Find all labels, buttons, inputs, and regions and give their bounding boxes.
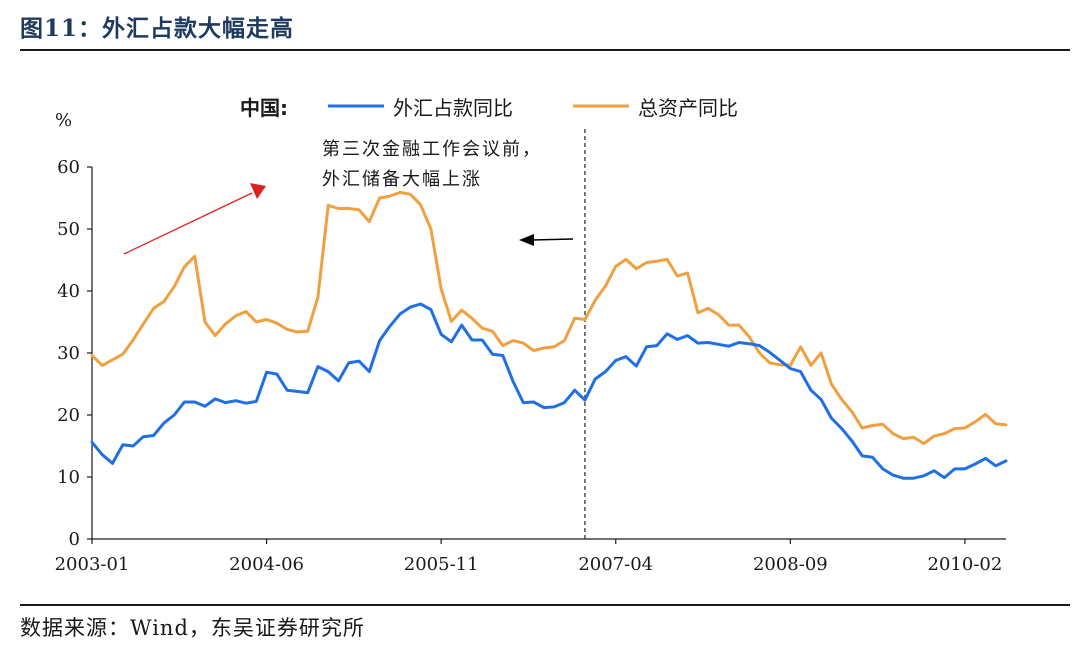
legend-label-series-2: 总资产同比: [638, 96, 738, 120]
x-tick-label: 2003-01: [55, 554, 130, 575]
title-rule: [20, 49, 1070, 51]
x-tick-label: 2004-06: [229, 554, 304, 575]
legend-label-series-1: 外汇占款同比: [393, 96, 513, 120]
annotation-line-1: 第三次金融工作会议前，: [322, 139, 542, 160]
red-arrow-head-icon: [250, 183, 266, 199]
annotation: 第三次金融工作会议前， 外汇储备大幅上涨: [123, 139, 574, 255]
y-tick-label: 50: [57, 219, 80, 240]
x-tick-label: 2007-04: [578, 554, 653, 575]
source-note: 数据来源：Wind，东吴证券研究所: [20, 616, 365, 640]
black-arrow-head-icon: [519, 234, 534, 246]
x-tick-label: 2008-09: [753, 554, 828, 575]
legend: 中国: 外汇占款同比 总资产同比: [240, 96, 738, 120]
figure-title: 图11：外汇占款大幅走高: [20, 15, 295, 42]
y-tick-label: 20: [57, 405, 80, 426]
x-axis: 2003-01 2004-06 2005-11 2007-04 2008-09 2010-…: [55, 538, 1006, 575]
y-tick-label: 0: [69, 529, 80, 550]
red-trend-arrow: [123, 192, 253, 255]
legend-title: 中国:: [240, 96, 288, 120]
y-tick-label: 40: [57, 281, 80, 302]
annotation-line-2: 外汇储备大幅上涨: [322, 169, 482, 190]
y-tick-label: 30: [57, 343, 80, 364]
y-axis: 0 10 20 30 40 50 60: [57, 157, 93, 550]
series-lines: [90, 190, 1008, 480]
source-rule: [20, 604, 1070, 606]
series-line-1: [90, 302, 1008, 480]
series-line-2: [90, 190, 1008, 445]
y-tick-label: 60: [57, 157, 80, 178]
y-tick-label: 10: [57, 467, 80, 488]
x-tick-label: 2005-11: [404, 554, 479, 575]
y-axis-unit-label: %: [55, 110, 72, 131]
black-left-arrow: [531, 238, 574, 241]
x-tick-label: 2010-02: [928, 554, 1003, 575]
line-chart: 0 10 20 30 40 50 60 2003-01 2004-06 2005-11 2007-…: [55, 96, 1008, 575]
